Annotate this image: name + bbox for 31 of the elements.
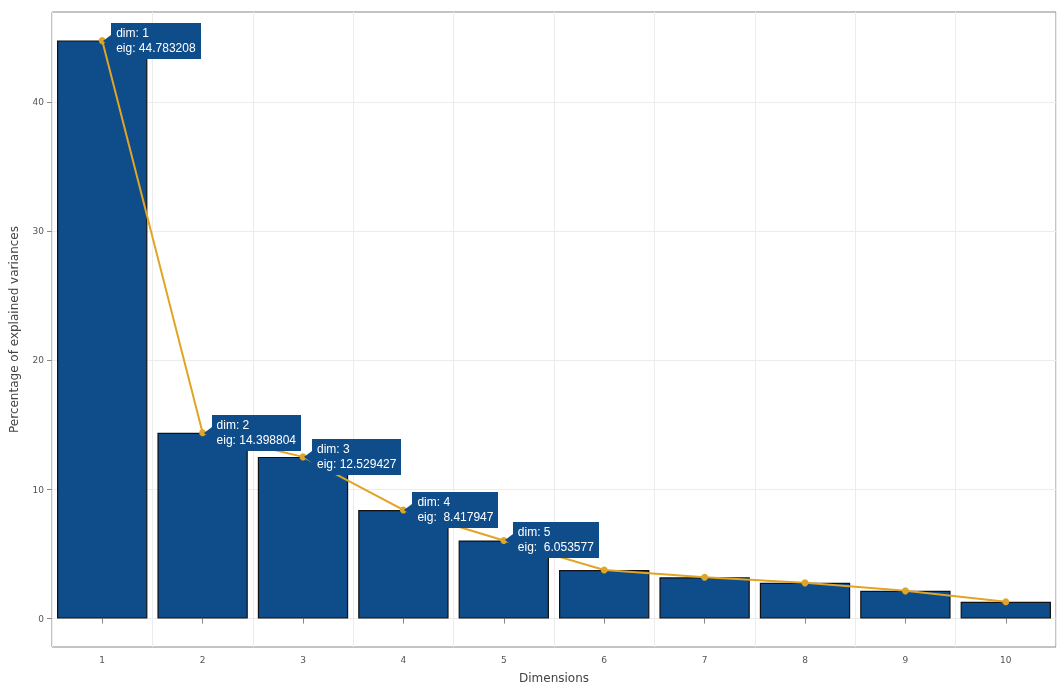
y-tick-label: 10 [32, 484, 45, 495]
annotation: dim: 4 eig: 8.417947 [412, 491, 499, 528]
y-axis-title: Percentage of explained variances [7, 226, 21, 433]
x-tick-label: 7 [701, 654, 708, 665]
x-tick-label: 10 [1000, 654, 1012, 665]
y-tick-label: 20 [32, 355, 45, 366]
y-tick-label: 30 [32, 226, 45, 237]
x-tick-label: 2 [199, 654, 206, 665]
x-tick-label: 4 [400, 654, 407, 665]
bar [759, 582, 851, 619]
bar [860, 590, 951, 619]
point [1002, 598, 1010, 606]
bar [960, 601, 1051, 619]
x-tick-label: 6 [601, 654, 608, 665]
y-tick-label: 40 [32, 97, 45, 108]
x-tick-label: 8 [802, 654, 809, 665]
x-tick-label: 9 [902, 654, 909, 665]
x-tick-label: 5 [500, 654, 507, 665]
x-axis-title: Dimensions [518, 671, 590, 685]
bar [559, 569, 650, 619]
point [901, 587, 909, 595]
x-tick-label: 1 [99, 654, 106, 665]
annotation: dim: 2 eig: 14.398804 [211, 414, 301, 451]
annotation: dim: 3 eig: 12.529427 [312, 438, 402, 475]
y-tick-label: 0 [38, 613, 45, 624]
annotation: dim: 5 eig: 6.053577 [512, 522, 599, 559]
point [701, 573, 709, 581]
bar [659, 577, 750, 619]
x-tick-label: 3 [300, 654, 306, 665]
point [600, 566, 608, 574]
annotation: dim: 1 eig: 44.783208 [111, 22, 201, 59]
